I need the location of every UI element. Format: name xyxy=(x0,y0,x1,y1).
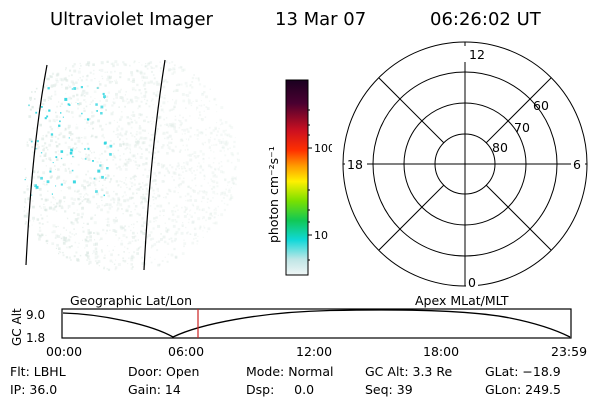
x-tick-1800: 18:00 xyxy=(423,344,459,357)
lat-label-60: 60 xyxy=(533,98,549,113)
info-mode: Mode: Normal xyxy=(246,364,334,379)
strip-frame xyxy=(61,308,572,339)
info-dsp: Dsp: 0.0 xyxy=(246,382,315,397)
altitude-strip: Geographic Lat/Lon Apex MLat/MLT GC Alt … xyxy=(10,293,587,357)
color-scale xyxy=(285,79,309,276)
time-label: 06:26:02 UT xyxy=(430,9,542,30)
strip-title-apex: Apex MLat/MLT xyxy=(415,293,509,308)
header: Ultraviolet Imager 13 Mar 07 06:26:02 UT xyxy=(50,9,542,30)
x-tick-0000: 00:00 xyxy=(46,344,82,357)
date-label: 13 Mar 07 xyxy=(275,9,366,30)
limb-curve-right xyxy=(143,59,166,271)
instrument-title: Ultraviolet Imager xyxy=(50,9,214,30)
info-gcalt: GC Alt: 3.3 Re xyxy=(365,364,453,379)
info-flt: Flt: LBHL xyxy=(10,364,66,379)
mlt-label-0: 0 xyxy=(468,275,476,290)
info-gain: Gain: 14 xyxy=(128,382,181,397)
y-tick-bottom: 1.8 xyxy=(26,331,45,345)
info-glon: GLon: 249.5 xyxy=(485,382,561,397)
lat-label-70: 70 xyxy=(514,120,530,135)
diagonal-ne xyxy=(485,77,552,144)
mlt-label-18: 18 xyxy=(347,157,363,172)
altitude-curve xyxy=(62,309,571,338)
y-tick-top: 9.0 xyxy=(26,308,45,322)
info-glat: GLat: −18.9 xyxy=(485,364,561,379)
diagonal-sw xyxy=(378,184,445,251)
tick-label-10: 10 xyxy=(314,229,328,242)
diagonal-nw xyxy=(378,77,445,144)
mlt-label-6: 6 xyxy=(573,157,581,172)
info-seq: Seq: 39 xyxy=(365,382,413,397)
info-door: Door: Open xyxy=(128,364,200,379)
y-axis-title: GC Alt xyxy=(10,308,24,346)
color-bar: 100 10 photon cm⁻²s⁻¹ xyxy=(266,79,332,276)
mlt-label-12: 12 xyxy=(469,47,485,62)
lat-label-80: 80 xyxy=(492,140,508,155)
strip-title-geographic: Geographic Lat/Lon xyxy=(70,293,192,308)
auroral-image xyxy=(23,59,240,271)
x-tick-1200: 12:00 xyxy=(296,344,332,357)
info-ip: IP: 36.0 xyxy=(10,382,58,397)
x-tick-2359: 23:59 xyxy=(551,344,587,357)
tick-label-100: 100 xyxy=(314,142,332,155)
color-bar-unit: photon cm⁻²s⁻¹ xyxy=(266,146,281,243)
polar-grid: 12 18 6 0 60 70 80 xyxy=(342,41,588,290)
limb-curve-left xyxy=(25,64,48,266)
emission-speckle xyxy=(23,60,240,271)
x-tick-0600: 06:00 xyxy=(168,344,204,357)
diagonal-se xyxy=(485,184,552,251)
